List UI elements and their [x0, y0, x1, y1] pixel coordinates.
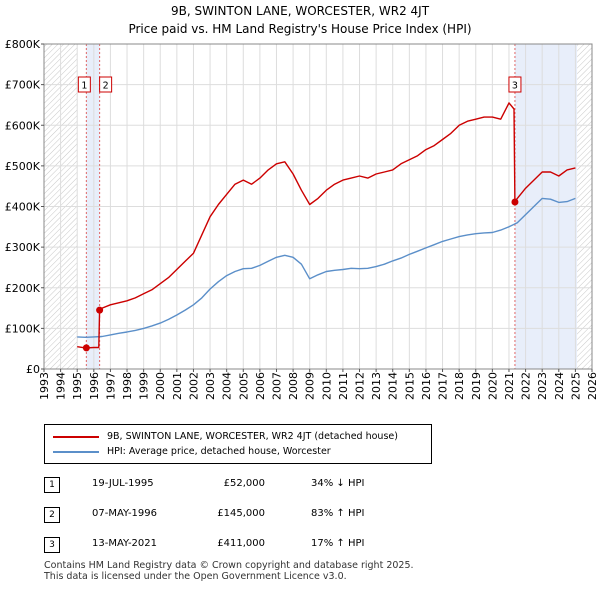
transaction-hpi-diff: 83% ↑ HPI: [311, 508, 365, 519]
transaction-hpi-diff: 34% ↓ HPI: [311, 478, 365, 489]
x-tick-label: 1994: [55, 372, 68, 400]
y-tick-label: £300K: [5, 241, 41, 254]
x-tick-label: 2026: [586, 372, 599, 400]
x-tick-label: 2002: [187, 372, 200, 400]
x-tick-label: 2006: [254, 372, 267, 400]
x-tick-label: 2017: [437, 372, 450, 400]
marker-box-1: [77, 76, 91, 93]
x-tick-label: 2021: [503, 372, 516, 400]
sale-point-1: [82, 344, 90, 352]
transaction-price: £411,000: [217, 538, 265, 549]
y-tick-label: £200K: [5, 282, 41, 295]
footer: Contains HM Land Registry data © Crown c…: [44, 560, 414, 582]
price-chart: 1 2 3 £0 £100K £200K £300K £400K £500K £600K £700…: [5, 38, 599, 400]
transaction-date: 13-MAY-2021: [92, 538, 158, 549]
x-tick-label: 2005: [237, 372, 250, 400]
y-tick-label: £800K: [5, 38, 41, 51]
sale-point-2: [96, 306, 104, 314]
transaction-price: £52,000: [223, 478, 265, 489]
x-tick-label: 2019: [470, 372, 483, 400]
table-row: 3 13-MAY-2021 £411,000 17% ↑ HPI: [44, 536, 544, 556]
x-tick-label: 2024: [553, 372, 566, 400]
transaction-date: 07-MAY-1996: [92, 508, 158, 519]
x-tick-label: 2013: [370, 372, 383, 400]
x-tick-label: 2007: [270, 372, 283, 400]
table-row: 2 07-MAY-1996 £145,000 83% ↑ HPI: [44, 506, 544, 526]
chart-subtitle: Price paid vs. HM Land Registry's House …: [128, 22, 472, 36]
y-tick-label: £0: [26, 363, 40, 376]
y-tick-label: £700K: [5, 79, 41, 92]
chart-title: 9B, SWINTON LANE, WORCESTER, WR2 4JT: [170, 4, 430, 18]
footer-copyright: Contains HM Land Registry data © Crown c…: [44, 560, 414, 571]
y-tick-label: £400K: [5, 201, 41, 214]
y-tick-label: £500K: [5, 160, 41, 173]
table-row: 1 19-JUL-1995 £52,000 34% ↓ HPI: [44, 476, 544, 496]
x-tick-label: 2025: [569, 372, 582, 400]
x-tick-label: 2010: [320, 372, 333, 400]
legend-item-hpi: HPI: Average price, detached house, Worc…: [53, 445, 331, 459]
transaction-number-badge: 1: [44, 477, 60, 493]
marker-label-3: 3: [512, 81, 518, 92]
legend: 9B, SWINTON LANE, WORCESTER, WR2 4JT (de…: [44, 424, 432, 464]
marker-label-2: 2: [103, 81, 109, 92]
x-tick-label: 1993: [38, 372, 51, 400]
x-tick-label: 2014: [387, 372, 400, 400]
x-tick-label: 2011: [337, 372, 350, 400]
x-tick-label: 1998: [121, 372, 134, 400]
x-tick-label: 1996: [88, 372, 101, 400]
series-line-hpi: [77, 197, 576, 338]
x-tick-label: 2004: [221, 372, 234, 400]
legend-item-property: 9B, SWINTON LANE, WORCESTER, WR2 4JT (de…: [53, 430, 398, 444]
x-tick-label: 2015: [403, 372, 416, 400]
footer-licence: This data is licensed under the Open Gov…: [44, 571, 347, 582]
x-tick-label: 2020: [486, 372, 499, 400]
x-tick-label: 2009: [304, 372, 317, 400]
transaction-number-badge: 2: [44, 507, 60, 523]
transaction-number-badge: 3: [44, 537, 60, 553]
x-tick-label: 2023: [536, 372, 549, 400]
legend-label-property: 9B, SWINTON LANE, WORCESTER, WR2 4JT (de…: [107, 431, 398, 442]
transaction-hpi-diff: 17% ↑ HPI: [311, 538, 365, 549]
x-tick-label: 2008: [287, 372, 300, 400]
x-tick-label: 1999: [138, 372, 151, 400]
x-tick-label: 2000: [154, 372, 167, 400]
x-tick-label: 1997: [104, 372, 117, 400]
legend-label-hpi: HPI: Average price, detached house, Worc…: [107, 446, 331, 457]
x-tick-label: 2003: [204, 372, 217, 400]
x-tick-label: 2018: [453, 372, 466, 400]
legend-swatch-hpi: [53, 450, 99, 453]
x-tick-label: 2001: [171, 372, 184, 400]
marker-label-1: 1: [81, 81, 87, 92]
legend-swatch-property: [53, 435, 99, 438]
y-tick-label: £600K: [5, 119, 41, 132]
x-tick-label: 2016: [420, 372, 433, 400]
transaction-date: 19-JUL-1995: [92, 478, 154, 489]
x-tick-label: 2022: [520, 372, 533, 400]
marker-box-2: [99, 76, 113, 93]
x-tick-label: 1995: [71, 372, 84, 400]
x-tick-label: 2012: [354, 372, 367, 400]
transaction-price: £145,000: [217, 508, 265, 519]
series-line-property: [77, 102, 576, 349]
marker-box-3: [508, 76, 522, 93]
sale-point-3: [511, 198, 519, 206]
y-tick-label: £100K: [5, 322, 41, 335]
